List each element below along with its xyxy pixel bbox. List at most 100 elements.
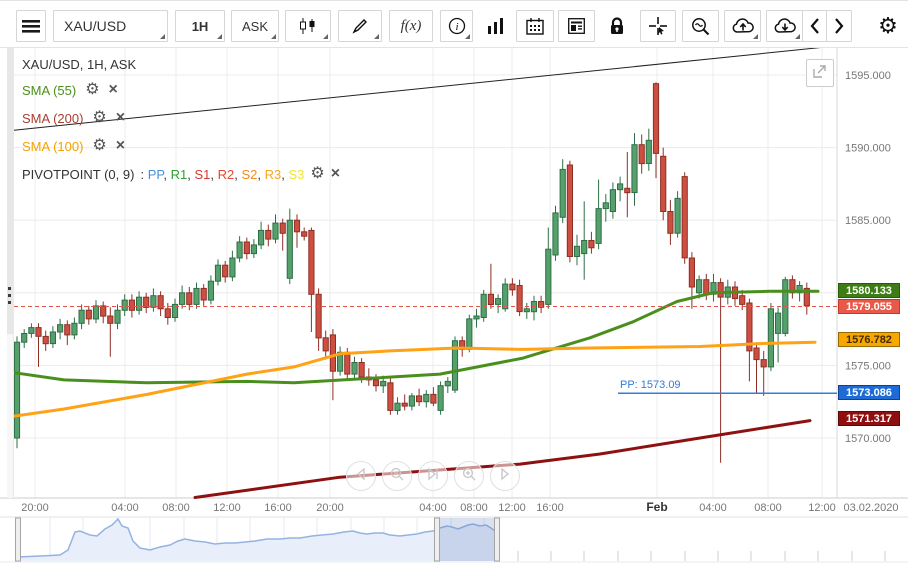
chevron-down-icon xyxy=(374,34,379,39)
magnifier-plus-icon xyxy=(462,467,476,486)
close-icon[interactable]: × xyxy=(330,165,341,182)
navigator-area xyxy=(18,519,495,561)
svg-text:20:00: 20:00 xyxy=(21,502,49,514)
pivot-level-R2: R2 xyxy=(217,166,235,182)
zoom-in-button[interactable] xyxy=(454,461,484,491)
svg-text:12:00: 12:00 xyxy=(213,502,241,514)
scroll-right-button[interactable] xyxy=(826,10,852,42)
pivot-level-R1: R1 xyxy=(170,166,188,182)
grid xyxy=(14,47,837,498)
overlay-sma200 xyxy=(193,419,812,499)
gear-icon[interactable]: ⚙ xyxy=(310,165,325,182)
lock-icon xyxy=(609,17,625,35)
load-cloud-button[interactable] xyxy=(766,10,803,42)
chevron-down-icon xyxy=(323,34,328,39)
news-button[interactable] xyxy=(558,10,595,42)
legend-sma100: SMA (100) ⚙ × xyxy=(22,136,125,156)
info-button[interactable]: i xyxy=(440,10,473,42)
svg-text:1590.000: 1590.000 xyxy=(845,143,891,155)
overlay-sma55 xyxy=(12,289,820,385)
chart-type-button[interactable] xyxy=(285,10,331,42)
chevron-down-icon xyxy=(795,34,800,39)
quote-type-label: ASK xyxy=(241,18,268,34)
chevron-right-icon xyxy=(834,18,844,34)
economic-calendar-button[interactable] xyxy=(516,10,554,42)
chevron-down-icon xyxy=(217,34,222,39)
zoom-out-button[interactable] xyxy=(382,461,412,491)
volume-bars-icon xyxy=(487,18,504,34)
svg-text:03.02.2020: 03.02.2020 xyxy=(843,502,898,514)
svg-text:12:00: 12:00 xyxy=(808,502,836,514)
drag-handle-dot xyxy=(8,294,11,297)
chevron-left-icon xyxy=(810,18,820,34)
draw-tools-button[interactable] xyxy=(338,10,382,42)
legend-pivotpoint: PIVOTPOINT (0, 9) : PP, R1, S1, R2, S2, … xyxy=(22,164,340,184)
navigator-handle xyxy=(434,517,440,562)
candlestick-icon xyxy=(298,18,318,34)
settings-button[interactable]: ⚙ xyxy=(874,12,902,40)
scroll-left-button[interactable] xyxy=(802,10,827,42)
pivot-levels: : PP, R1, S1, R2, S2, R3, S3 xyxy=(140,166,305,182)
price-tag-1576.782: 1576.782 xyxy=(838,332,900,347)
arrow-left-icon xyxy=(354,467,368,486)
svg-text:1575.000: 1575.000 xyxy=(845,360,891,372)
pivot-level-S1: S1 xyxy=(194,166,211,182)
save-cloud-button[interactable] xyxy=(724,10,761,42)
pivot-pp-label: PP: 1573.09 xyxy=(620,379,681,391)
close-icon[interactable]: × xyxy=(108,81,118,98)
crosshair-button[interactable] xyxy=(640,10,676,42)
pivot-level-S2: S2 xyxy=(241,166,258,182)
svg-text:1595.000: 1595.000 xyxy=(845,70,891,82)
price-tag-1571.317: 1571.317 xyxy=(838,411,900,426)
info-icon: i xyxy=(448,17,466,35)
gear-icon[interactable]: ⚙ xyxy=(85,81,100,98)
svg-text:04:00: 04:00 xyxy=(419,502,447,514)
hamburger-icon xyxy=(22,19,40,33)
step-back-button[interactable] xyxy=(346,461,376,491)
gear-icon[interactable]: ⚙ xyxy=(92,109,107,126)
gear-icon[interactable]: ⚙ xyxy=(92,137,107,154)
close-icon[interactable]: × xyxy=(115,109,126,126)
svg-text:i: i xyxy=(455,21,458,33)
timeframe-select[interactable]: 1H xyxy=(175,10,225,42)
popout-icon xyxy=(813,64,827,83)
svg-text:08:00: 08:00 xyxy=(754,502,782,514)
chevron-down-icon xyxy=(753,34,758,39)
svg-text:20:00: 20:00 xyxy=(316,502,344,514)
pivot-level-PP: PP xyxy=(147,166,164,182)
scrollbar-thumb[interactable] xyxy=(7,47,13,334)
navigator-selection xyxy=(437,518,497,561)
lock-button[interactable] xyxy=(600,10,634,42)
vertical-scrollbar[interactable] xyxy=(7,47,14,498)
quote-type-select[interactable]: ASK xyxy=(231,10,279,42)
step-forward-button[interactable] xyxy=(490,461,520,491)
close-icon[interactable]: × xyxy=(115,137,126,154)
crosshair-icon xyxy=(649,17,667,35)
legend-sma55: SMA (55) ⚙ × xyxy=(22,80,118,100)
cloud-download-icon xyxy=(774,18,796,34)
sma200-label: SMA (200) xyxy=(22,110,84,126)
symbol-select[interactable]: XAU/USD xyxy=(53,10,168,42)
chevron-down-icon xyxy=(160,34,165,39)
price-tag-1579.055: 1579.055 xyxy=(838,299,900,314)
sma100-label: SMA (100) xyxy=(22,138,84,154)
news-icon xyxy=(568,18,585,34)
drag-handle-dot xyxy=(8,287,11,290)
zoom-reset-button[interactable] xyxy=(682,10,719,42)
cloud-upload-icon xyxy=(732,18,754,34)
pivotpoint-label: PIVOTPOINT (0, 9) xyxy=(22,166,135,182)
sma55-label: SMA (55) xyxy=(22,82,77,98)
popout-button[interactable] xyxy=(806,59,834,87)
calendar-icon xyxy=(526,17,544,35)
volume-button[interactable] xyxy=(480,10,510,42)
menu-button[interactable] xyxy=(16,10,46,42)
svg-text:04:00: 04:00 xyxy=(699,502,727,514)
skip-end-icon xyxy=(426,467,440,486)
go-to-end-button[interactable] xyxy=(418,461,448,491)
overlay-sma100 xyxy=(12,340,817,418)
drag-handle-dot xyxy=(8,301,11,304)
svg-text:16:00: 16:00 xyxy=(536,502,564,514)
indicators-button[interactable]: f(x) xyxy=(389,10,433,42)
